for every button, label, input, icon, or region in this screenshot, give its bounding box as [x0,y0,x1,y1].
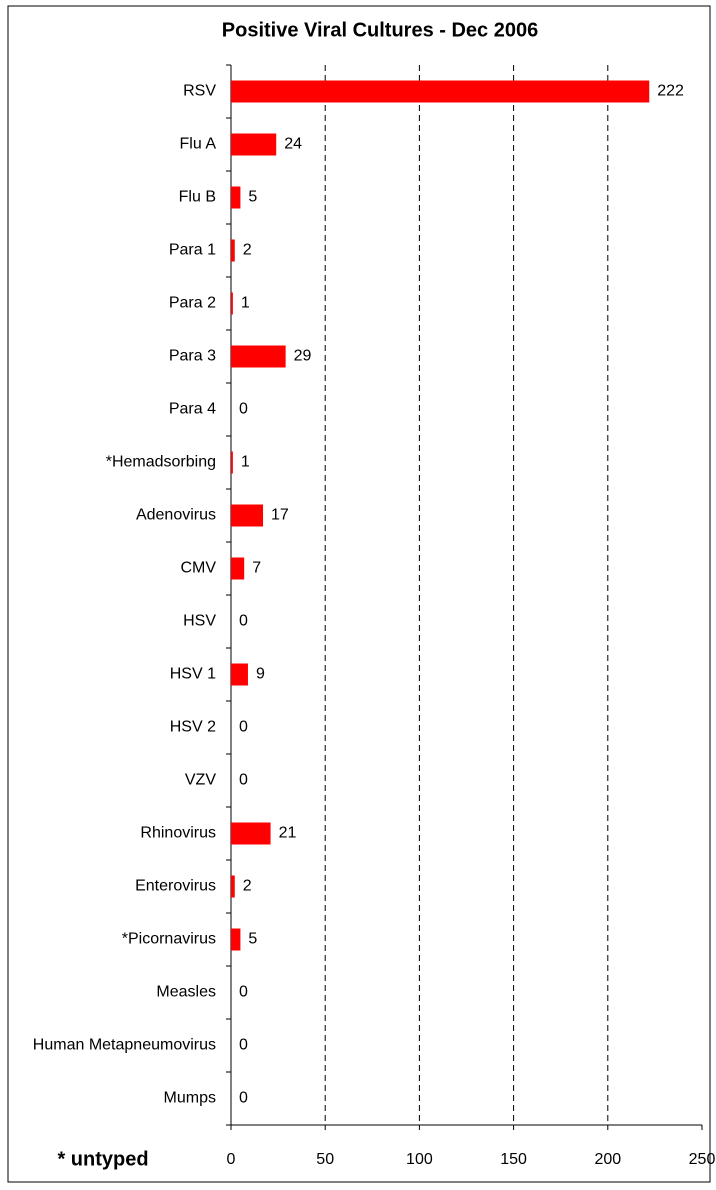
x-tick-label: 0 [227,1151,236,1168]
y-tick-label: Para 3 [169,348,216,365]
y-tick-label: Adenovirus [136,507,216,524]
y-tick-label: CMV [180,560,216,577]
value-label: 17 [271,507,289,524]
y-tick-label: HSV 2 [170,719,216,736]
bar [231,663,248,686]
x-tick-label: 200 [594,1151,621,1168]
value-label: 7 [252,560,261,577]
value-label: 0 [239,401,248,418]
bar [231,239,235,262]
bar [231,822,271,845]
bar [231,557,245,580]
bar [231,186,241,209]
y-tick-label: *Hemadsorbing [106,454,216,471]
bar [231,345,286,368]
value-label: 2 [243,242,252,259]
bar [231,928,241,951]
value-label: 1 [241,454,250,471]
y-tick-label: Flu B [179,189,216,206]
value-label: 0 [239,613,248,630]
value-label: 2 [243,878,252,895]
value-label: 9 [256,666,265,683]
y-tick-label: RSV [183,83,216,100]
value-label: 0 [239,719,248,736]
value-label: 1 [241,295,250,312]
bar [231,133,277,156]
x-tick-label: 50 [316,1151,334,1168]
y-tick-label: Para 4 [169,401,216,418]
y-tick-label: Enterovirus [135,878,216,895]
x-tick-label: 100 [406,1151,433,1168]
x-tick-label: 150 [500,1151,527,1168]
value-label: 0 [239,1037,248,1054]
bar [231,451,233,474]
value-label: 222 [657,83,684,100]
value-label: 0 [239,984,248,1001]
value-label: 5 [248,189,257,206]
y-tick-label: Human Metapneumovirus [33,1037,216,1054]
value-label: 24 [284,136,302,153]
y-tick-label: HSV 1 [170,666,216,683]
y-tick-label: VZV [185,772,216,789]
value-label: 5 [248,931,257,948]
y-tick-label: HSV [183,613,216,630]
value-label: 29 [294,348,312,365]
chart-title: Positive Viral Cultures - Dec 2006 [222,19,538,41]
bar [231,80,650,103]
y-tick-label: Flu A [180,136,217,153]
annotation: * untyped [57,1148,148,1170]
bar [231,875,235,898]
y-tick-label: Para 1 [169,242,216,259]
x-tick-label: 250 [689,1151,716,1168]
bar [231,292,233,315]
y-tick-label: Rhinovirus [140,825,216,842]
value-label: 0 [239,772,248,789]
y-tick-label: *Picornavirus [122,931,216,948]
chart-frame [7,5,711,1183]
value-label: 0 [239,1090,248,1107]
bar [231,504,264,527]
y-tick-label: Para 2 [169,295,216,312]
y-tick-label: Measles [156,984,216,1001]
value-label: 21 [279,825,297,842]
y-tick-label: Mumps [164,1090,216,1107]
